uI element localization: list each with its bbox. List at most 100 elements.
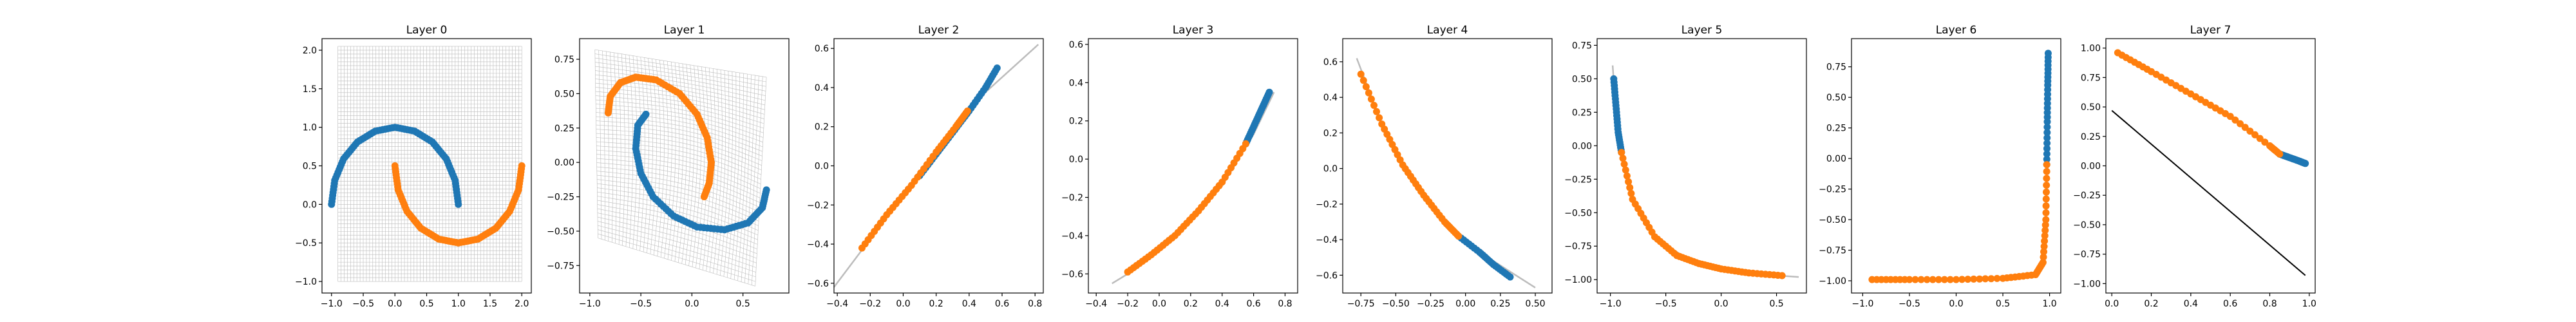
y-tick-label: 0.0 — [1069, 155, 1083, 165]
x-tick-label: −1.0 — [1600, 299, 1622, 309]
data-point — [1619, 155, 1627, 162]
data-point — [1370, 102, 1378, 109]
subplot-5: Layer 5 −1.0 −0.5 0.0 0.5 −1.00 −0.75 −0.50 −0.2… — [1564, 24, 1807, 309]
y-tick-label: 0.00 — [1826, 154, 1846, 164]
data-point — [1455, 232, 1463, 240]
y-tick-label: 0.2 — [815, 122, 829, 133]
y-tick-label: 0.25 — [1572, 108, 1592, 118]
data-point — [2040, 243, 2048, 251]
data-point — [1362, 83, 1370, 91]
data-point — [2043, 139, 2051, 147]
y-tick-label: −0.25 — [547, 193, 574, 203]
y-tick-label: −1.00 — [1819, 276, 1846, 287]
y-tick-label: 0.0 — [303, 200, 317, 210]
axes-frame — [579, 38, 790, 294]
y-tick-label: 0.75 — [1826, 62, 1846, 73]
series-0 — [1610, 75, 1625, 156]
y-tick-label: −0.75 — [2073, 250, 2101, 260]
x-tick-label: −0.50 — [1382, 299, 1410, 309]
y-tick-label: −0.75 — [1564, 242, 1592, 252]
data-point — [2042, 209, 2050, 216]
data-point — [700, 193, 708, 200]
data-point — [1623, 172, 1631, 180]
data-point — [2043, 150, 2050, 158]
mesh-grid — [337, 46, 522, 282]
subplot-title: Layer 4 — [1427, 24, 1468, 37]
series-1 — [858, 107, 971, 252]
y-tick-label: 0.0 — [815, 162, 829, 172]
data-point — [1929, 276, 1937, 283]
data-point — [2044, 50, 2052, 57]
data-point — [1265, 88, 1273, 96]
y-tick-label: 0.75 — [1572, 41, 1592, 51]
axes-frame — [1088, 38, 1298, 294]
y-tick-label: 0.50 — [1572, 74, 1592, 84]
data-point — [1365, 89, 1372, 97]
series-1 — [1618, 149, 1786, 279]
boundary-line — [833, 44, 1039, 288]
x-tick-label: 0.6 — [2223, 299, 2237, 309]
data-point — [2040, 248, 2047, 256]
x-tick-label: −0.4 — [826, 299, 848, 309]
y-tick-label: 0.00 — [2081, 162, 2101, 172]
axes-frame — [833, 38, 1044, 294]
data-point — [2041, 237, 2049, 245]
x-tick-label: −0.5 — [1655, 299, 1677, 309]
series-0 — [2276, 150, 2309, 167]
subplot-title: Layer 6 — [1936, 24, 1977, 37]
data-point — [2246, 128, 2254, 135]
subplot-3: Layer 3 −0.4 −0.2 0.0 0.2 0.4 0.6 0.8 −0.6 −0.4 −0… — [1061, 24, 1298, 309]
data-point — [518, 162, 526, 169]
y-tick-label: −0.50 — [1819, 215, 1846, 225]
data-point — [1917, 276, 1925, 283]
data-point — [1620, 160, 1628, 168]
y-tick-label: 0.4 — [1069, 78, 1083, 88]
data-point — [2256, 135, 2264, 142]
data-point — [2041, 227, 2049, 234]
subplot-title: Layer 3 — [1173, 24, 1214, 37]
x-tick-label: 0.5 — [419, 299, 433, 309]
data-point — [2043, 182, 2050, 189]
data-point — [1911, 276, 1919, 283]
series-1 — [2114, 49, 2284, 158]
y-tick-label: 0.00 — [554, 158, 574, 168]
axes-frame — [1851, 38, 2061, 294]
y-tick-label: −0.2 — [1061, 193, 1083, 204]
data-point — [1373, 108, 1380, 115]
x-tick-label: 1.0 — [2302, 299, 2316, 309]
y-tick-label: 0.00 — [1572, 141, 1592, 151]
boundary-line — [1112, 91, 1275, 285]
x-tick-label: 0.25 — [1490, 299, 1510, 309]
data-point — [2042, 216, 2050, 223]
y-tick-label: −0.50 — [547, 227, 574, 237]
y-tick-label: 0.0 — [1323, 164, 1338, 175]
subplot-4: Layer 4 −0.75 −0.50 −0.25 0.00 0.25 0.50 −0.6 −0… — [1316, 24, 1553, 309]
subplot-0: Layer 0 −1.0 −0.5 0.0 0.5 1.0 1.5 2.0 −1.0 −0.5 0.… — [295, 24, 532, 309]
y-tick-label: 1.0 — [303, 123, 317, 133]
series-0 — [1455, 232, 1514, 281]
data-point — [1970, 275, 1978, 283]
y-tick-label: 0.50 — [2081, 102, 2101, 113]
x-tick-label: 1.5 — [483, 299, 497, 309]
y-tick-label: 0.50 — [554, 89, 574, 99]
data-point — [2276, 150, 2284, 158]
y-tick-label: 1.5 — [303, 84, 317, 95]
axes-frame — [2105, 38, 2316, 294]
y-tick-label: −0.50 — [2073, 220, 2101, 231]
data-point — [1357, 70, 1365, 78]
y-tick-label: 0.2 — [1069, 117, 1083, 127]
data-point — [2251, 131, 2259, 138]
data-point — [1622, 166, 1629, 174]
subplot-title: Layer 1 — [664, 24, 705, 37]
x-tick-label: 0.4 — [1215, 299, 1229, 309]
x-tick-label: 0.5 — [1996, 299, 2010, 309]
y-tick-label: 0.4 — [1323, 93, 1338, 103]
y-tick-label: −0.75 — [1819, 246, 1846, 256]
data-point — [762, 186, 770, 194]
subplot-2: Layer 2 −0.4 −0.2 0.0 0.2 0.4 0.6 0.8 −0.6 −0.4 −0… — [807, 24, 1044, 309]
y-tick-label: −0.5 — [295, 238, 317, 249]
data-point — [1976, 275, 1984, 283]
data-point — [2042, 202, 2050, 210]
x-tick-label: −1.0 — [579, 299, 601, 309]
